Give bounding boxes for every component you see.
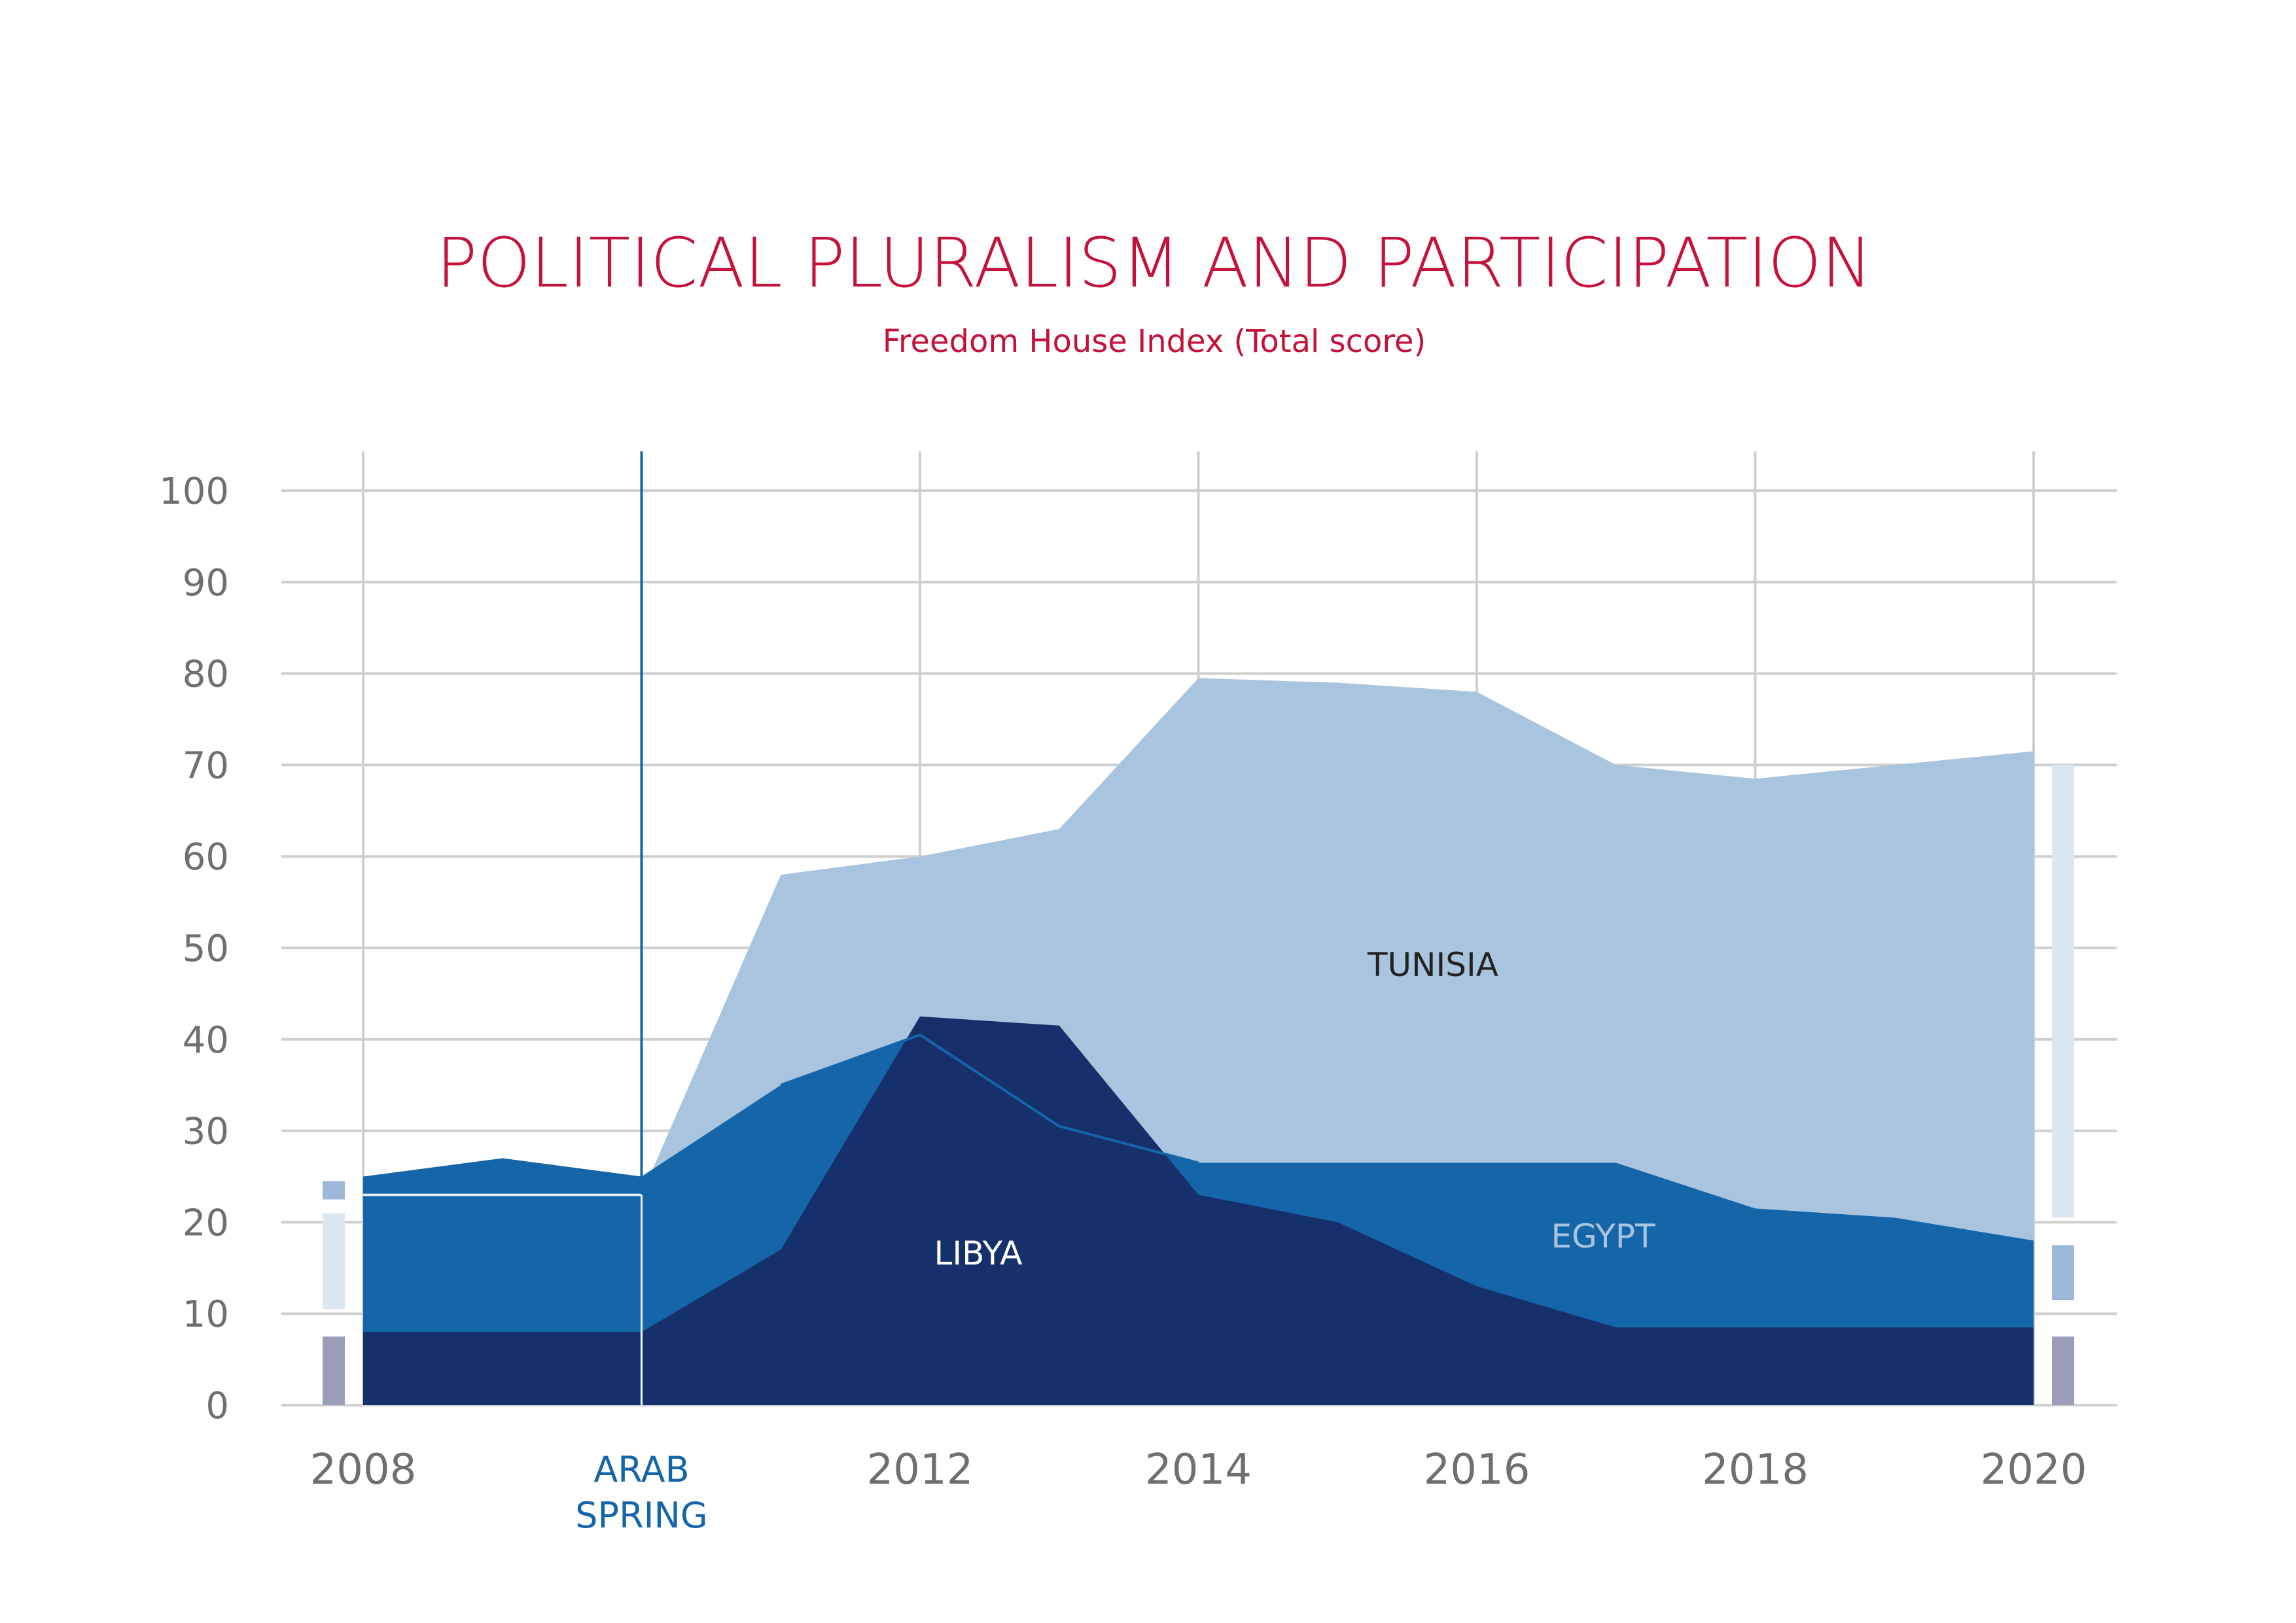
y-tick-label: 70 xyxy=(183,744,229,787)
annotations: ARAB SPRING xyxy=(363,451,708,1536)
x-tick-label: 2014 xyxy=(1145,1446,1252,1494)
series-labels: TUNISIA EGYPT LIBYA xyxy=(934,946,1655,1272)
x-tick-label: 2020 xyxy=(1981,1446,2087,1494)
series-label-egypt: EGYPT xyxy=(1551,1217,1655,1255)
egypt-outline xyxy=(780,1033,1199,1164)
range-marker-segment xyxy=(2052,1245,2074,1300)
y-tick-label: 80 xyxy=(183,654,229,696)
arab-spring-label-line: ARAB xyxy=(593,1449,689,1490)
y-tick-label: 50 xyxy=(183,928,229,970)
x-axis-ticks: 2008 2012 2014 2016 2018 2020 xyxy=(310,1446,2087,1494)
area-libya xyxy=(363,1016,2034,1405)
range-marker-segment xyxy=(2052,1336,2074,1405)
chart-title: POLITICAL PLURALISM AND PARTICIPATION xyxy=(436,223,1873,303)
y-tick-label: 10 xyxy=(183,1293,229,1336)
range-markers xyxy=(323,765,2074,1405)
range-marker-segment xyxy=(323,1336,345,1405)
y-tick-label: 40 xyxy=(183,1019,229,1062)
y-tick-label: 60 xyxy=(183,836,229,879)
y-axis-ticks: 0 10 20 30 40 50 60 70 80 90 100 xyxy=(159,470,229,1427)
y-tick-label: 30 xyxy=(183,1111,229,1153)
x-tick-label: 2018 xyxy=(1702,1446,1809,1494)
y-tick-label: 0 xyxy=(205,1385,229,1427)
x-tick-label: 2012 xyxy=(867,1446,974,1494)
range-marker-segment xyxy=(323,1213,345,1310)
range-marker-segment xyxy=(323,1181,345,1200)
y-tick-label: 100 xyxy=(159,470,229,513)
series-label-tunisia: TUNISIA xyxy=(1367,946,1498,984)
x-tick-label: 2016 xyxy=(1424,1446,1530,1494)
x-tick-label: 2008 xyxy=(310,1446,417,1494)
plot-areas xyxy=(363,678,2034,1405)
arab-spring-label-line: SPRING xyxy=(575,1495,708,1536)
range-marker-segment xyxy=(2052,765,2074,1218)
series-label-libya: LIBYA xyxy=(934,1234,1022,1272)
chart-subtitle: Freedom House Index (Total score) xyxy=(883,323,1426,360)
y-tick-label: 90 xyxy=(183,562,229,604)
y-tick-label: 20 xyxy=(183,1202,229,1244)
